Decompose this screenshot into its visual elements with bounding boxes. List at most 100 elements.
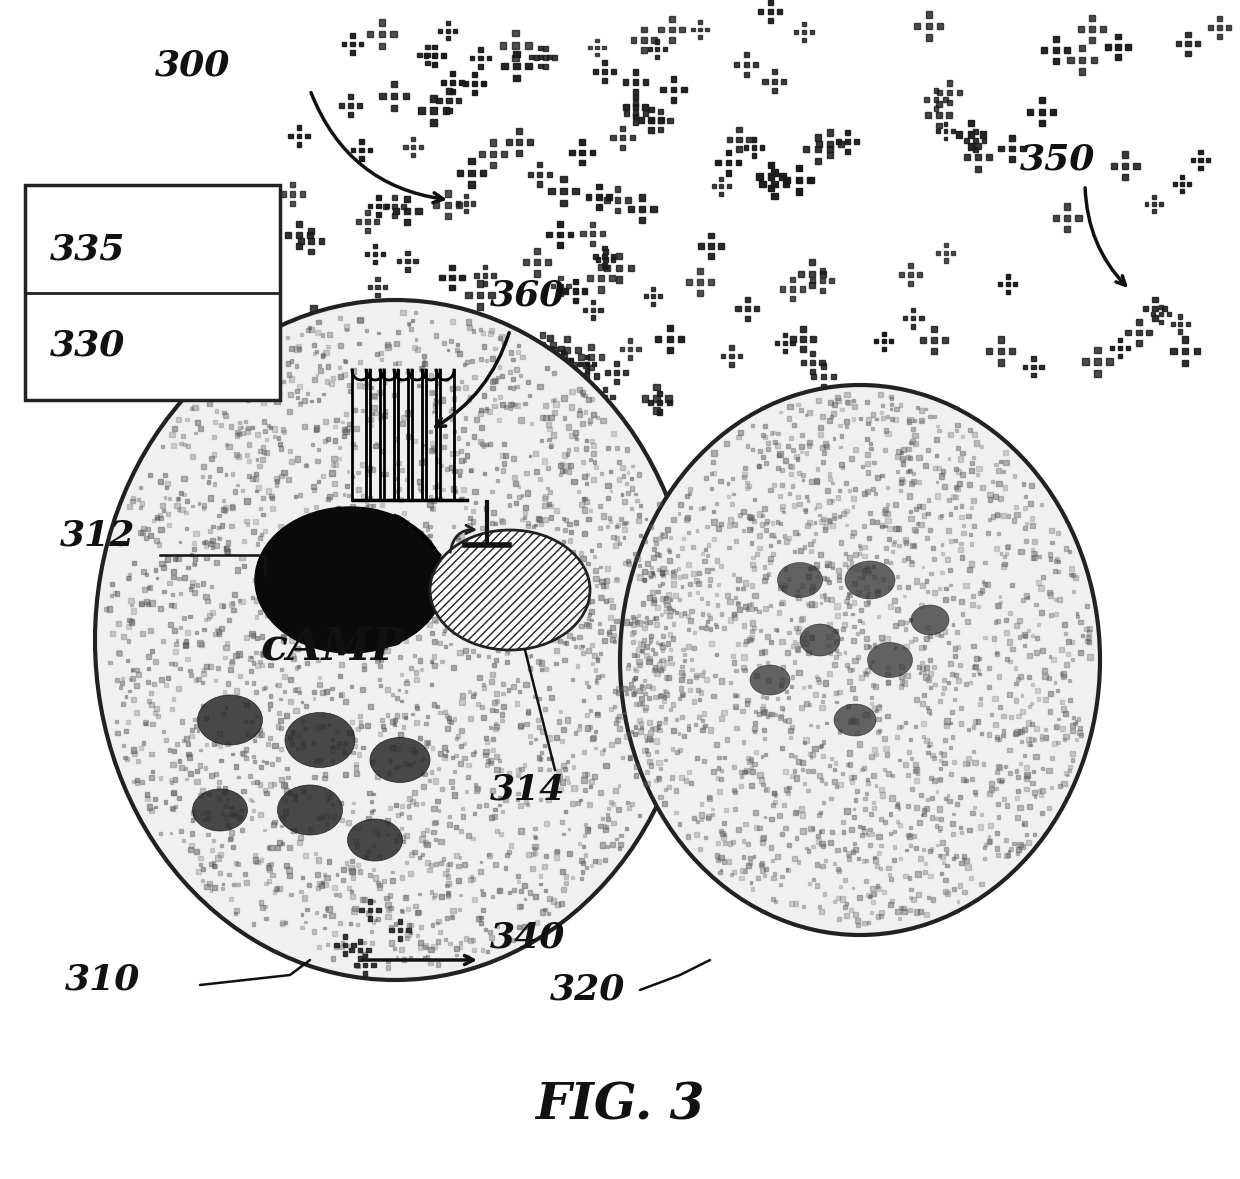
Bar: [262, 759, 264, 763]
Bar: [641, 650, 644, 653]
Bar: [419, 926, 423, 929]
Bar: [305, 508, 308, 512]
Bar: [355, 449, 360, 453]
Bar: [339, 316, 342, 320]
Bar: [735, 577, 740, 581]
Bar: [208, 541, 212, 546]
Bar: [351, 810, 353, 812]
Bar: [688, 506, 692, 509]
Bar: [650, 590, 655, 594]
Bar: [424, 745, 428, 749]
Bar: [719, 716, 724, 720]
Bar: [139, 601, 144, 606]
Bar: [327, 494, 332, 499]
Bar: [872, 706, 877, 711]
Bar: [826, 644, 830, 647]
Bar: [660, 643, 662, 645]
Bar: [412, 790, 418, 795]
Bar: [760, 861, 764, 865]
Bar: [961, 532, 966, 535]
Bar: [298, 402, 303, 407]
Bar: [541, 415, 544, 420]
Bar: [412, 137, 415, 141]
Bar: [463, 756, 466, 760]
Bar: [919, 316, 924, 321]
Bar: [578, 727, 582, 731]
Bar: [350, 33, 355, 38]
Bar: [843, 848, 847, 851]
Bar: [890, 900, 894, 903]
Bar: [980, 132, 986, 138]
Bar: [216, 628, 221, 633]
Bar: [197, 640, 202, 646]
Bar: [455, 737, 459, 740]
Bar: [616, 477, 621, 481]
Bar: [472, 72, 477, 77]
Bar: [758, 772, 763, 778]
Bar: [862, 829, 867, 835]
Bar: [749, 541, 753, 545]
Bar: [1152, 316, 1157, 321]
Bar: [428, 868, 432, 872]
Bar: [337, 548, 342, 553]
Bar: [715, 160, 720, 165]
Bar: [231, 601, 234, 605]
Bar: [372, 809, 376, 811]
Bar: [453, 574, 456, 577]
Bar: [213, 482, 217, 486]
Bar: [874, 340, 878, 343]
Bar: [255, 780, 259, 784]
Bar: [951, 736, 955, 739]
Bar: [641, 601, 645, 606]
Bar: [1011, 646, 1014, 651]
Bar: [343, 740, 347, 745]
Bar: [454, 824, 459, 829]
Bar: [429, 534, 432, 536]
Bar: [469, 442, 474, 448]
Bar: [632, 617, 637, 621]
Bar: [216, 627, 218, 631]
Bar: [763, 727, 766, 732]
Bar: [836, 785, 838, 789]
Bar: [656, 641, 658, 644]
Bar: [296, 665, 300, 668]
Bar: [637, 620, 642, 626]
Bar: [869, 447, 873, 450]
Bar: [614, 640, 616, 643]
Bar: [378, 564, 381, 567]
Text: FIG. 3: FIG. 3: [536, 1082, 704, 1131]
Bar: [745, 702, 749, 705]
Bar: [609, 520, 613, 522]
Bar: [887, 526, 893, 532]
Bar: [339, 922, 342, 926]
Bar: [725, 170, 732, 176]
Bar: [810, 29, 815, 34]
Bar: [1122, 163, 1128, 169]
Bar: [909, 640, 913, 643]
Bar: [464, 473, 469, 479]
Bar: [490, 162, 496, 167]
Bar: [449, 409, 454, 413]
Bar: [653, 623, 658, 627]
Bar: [836, 395, 839, 400]
Bar: [1050, 785, 1053, 789]
Bar: [942, 762, 946, 765]
Bar: [515, 367, 520, 371]
Bar: [321, 353, 325, 357]
Bar: [554, 735, 559, 739]
Bar: [1087, 635, 1091, 640]
Bar: [723, 822, 725, 825]
Bar: [676, 554, 680, 558]
Bar: [1013, 698, 1018, 703]
Bar: [952, 646, 957, 651]
Bar: [472, 580, 476, 584]
Bar: [458, 432, 464, 437]
Bar: [967, 828, 972, 832]
Bar: [491, 274, 496, 277]
Bar: [760, 868, 765, 874]
Bar: [367, 147, 372, 152]
Bar: [870, 413, 875, 416]
Bar: [570, 678, 574, 681]
Bar: [205, 545, 207, 548]
Bar: [553, 357, 558, 362]
